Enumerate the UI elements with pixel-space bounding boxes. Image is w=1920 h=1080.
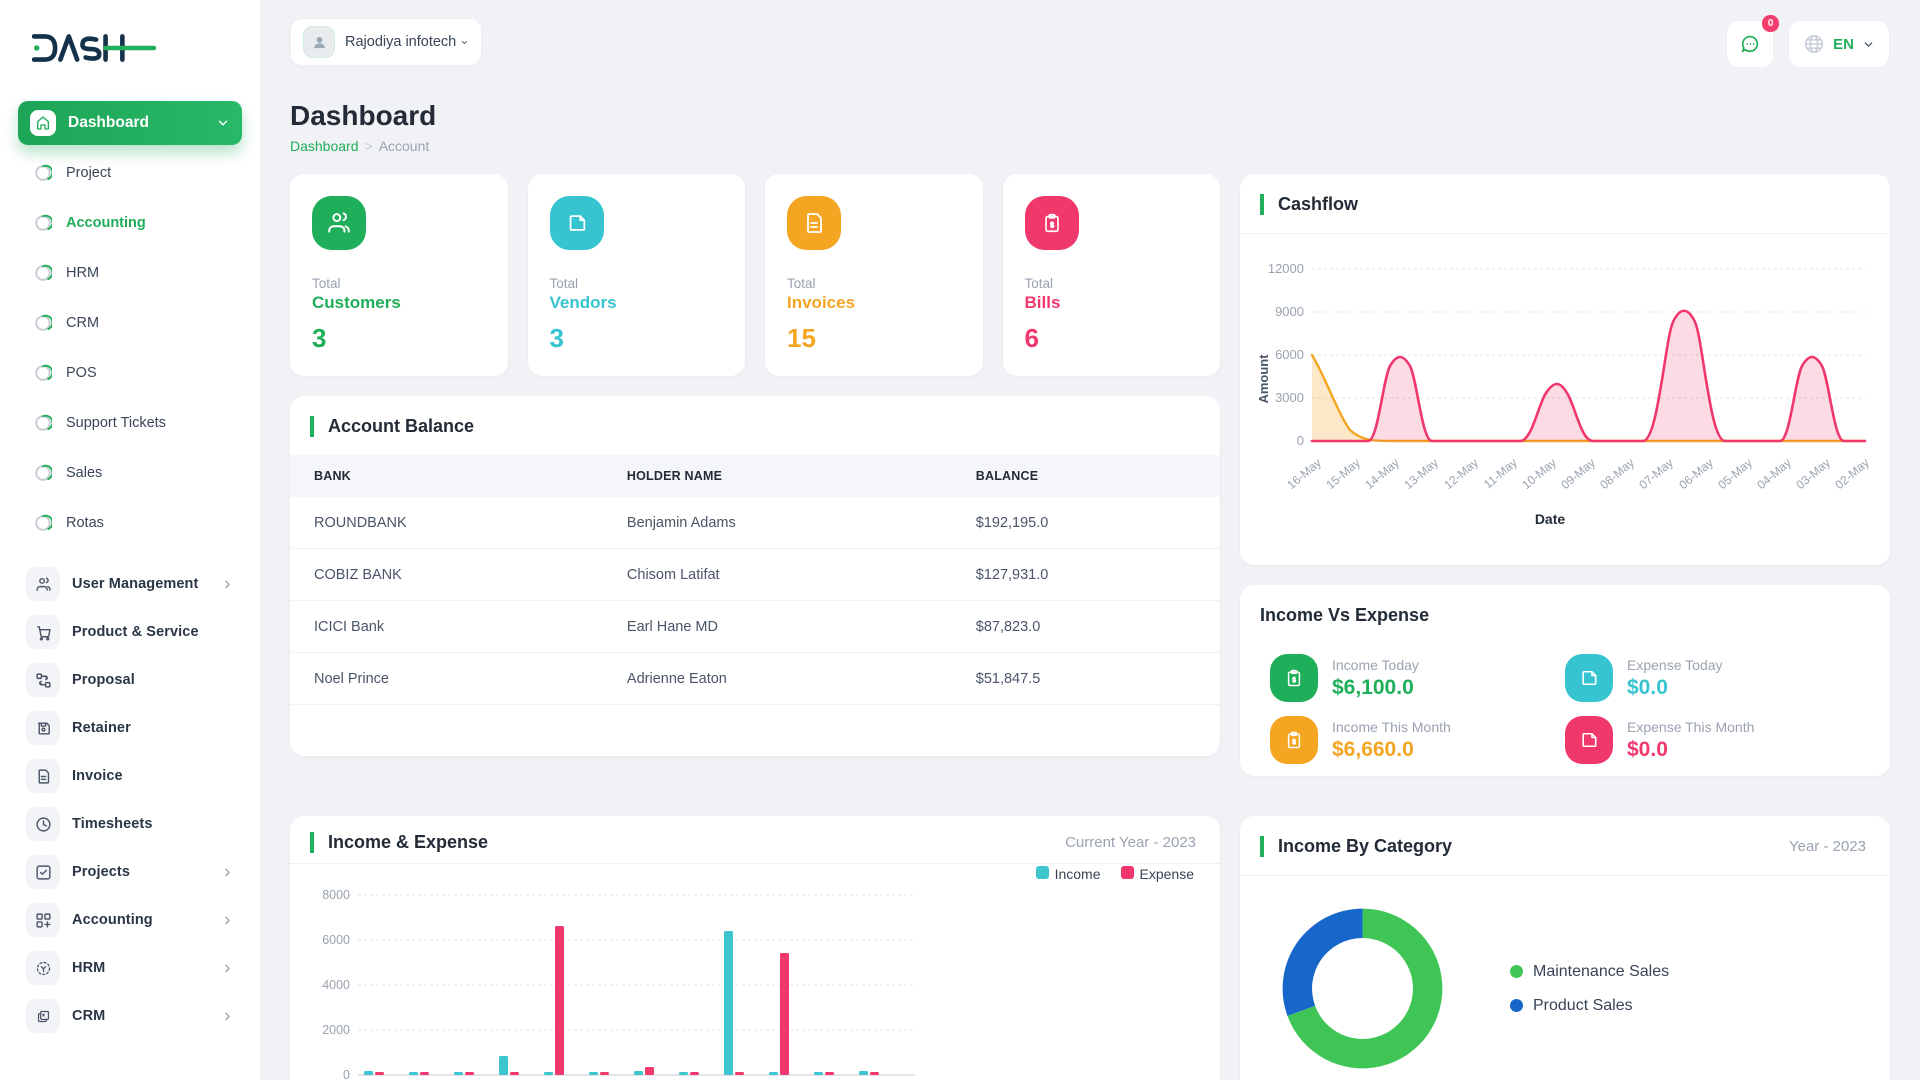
svg-text:02-May: 02-May [1832, 456, 1872, 492]
svg-text:09-May: 09-May [1558, 456, 1598, 492]
svg-text:11-May: 11-May [1481, 456, 1520, 492]
svg-text:6000: 6000 [1275, 347, 1304, 362]
svg-text:14-May: 14-May [1362, 456, 1402, 492]
svg-text:03-May: 03-May [1793, 456, 1833, 492]
svg-text:06-May: 06-May [1676, 456, 1716, 492]
svg-text:0: 0 [1297, 433, 1304, 448]
svg-text:Date: Date [1535, 511, 1566, 527]
svg-text:05-May: 05-May [1715, 456, 1755, 492]
svg-text:3000: 3000 [1275, 390, 1304, 405]
svg-text:9000: 9000 [1275, 304, 1304, 319]
svg-text:13-May: 13-May [1401, 456, 1441, 492]
svg-text:04-May: 04-May [1754, 456, 1794, 492]
svg-text:2000: 2000 [322, 1023, 350, 1037]
svg-text:8000: 8000 [322, 888, 350, 902]
svg-text:07-May: 07-May [1636, 456, 1676, 492]
svg-text:10-May: 10-May [1519, 456, 1559, 492]
svg-text:12-May: 12-May [1441, 456, 1481, 492]
svg-text:16-May: 16-May [1284, 456, 1324, 492]
svg-text:0: 0 [343, 1068, 350, 1080]
svg-text:4000: 4000 [322, 978, 350, 992]
svg-text:6000: 6000 [322, 933, 350, 947]
svg-text:Amount: Amount [1256, 354, 1271, 404]
svg-text:08-May: 08-May [1597, 456, 1637, 492]
svg-text:15-May: 15-May [1323, 456, 1363, 492]
svg-text:12000: 12000 [1268, 261, 1304, 276]
